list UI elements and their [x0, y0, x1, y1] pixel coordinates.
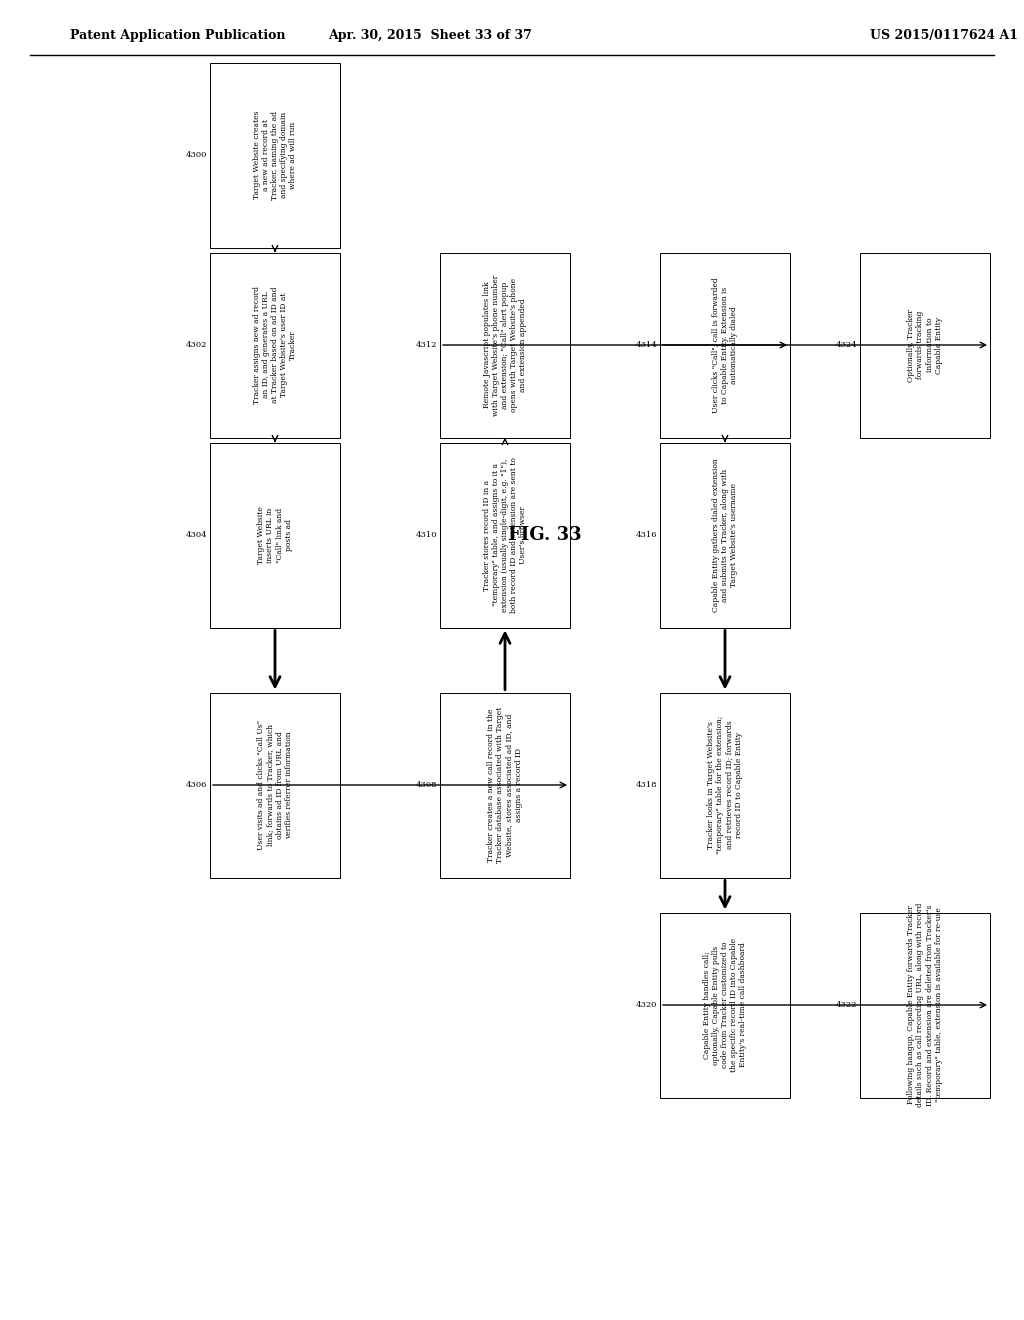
- Text: Remote Javascript populates link
with Target Website's phone number
and extensio: Remote Javascript populates link with Ta…: [482, 275, 527, 416]
- Text: 4302: 4302: [185, 341, 207, 348]
- Bar: [210, 252, 340, 437]
- Text: 4310: 4310: [416, 531, 437, 539]
- Text: Target Website creates
a new ad record at
Tracker, naming the ad
and specifying : Target Website creates a new ad record a…: [253, 111, 297, 199]
- Text: Apr. 30, 2015  Sheet 33 of 37: Apr. 30, 2015 Sheet 33 of 37: [328, 29, 531, 41]
- Text: Tracker looks in Target Website's
"temporary" table for the extension;
and retri: Tracker looks in Target Website's "tempo…: [708, 715, 742, 854]
- Text: FIG. 33: FIG. 33: [508, 525, 582, 544]
- Bar: [440, 442, 570, 627]
- Text: 4324: 4324: [836, 341, 857, 348]
- Text: Capable Entity handles call;
optionally, Capable Entity pulls
code from Tracker : Capable Entity handles call; optionally,…: [702, 939, 748, 1072]
- Text: 4312: 4312: [416, 341, 437, 348]
- Bar: [860, 252, 990, 437]
- Text: 4320: 4320: [636, 1001, 657, 1008]
- Bar: [660, 693, 790, 878]
- Text: Optionally, Tracker
forwards tracking
information to
Capable Entity: Optionally, Tracker forwards tracking in…: [907, 309, 943, 381]
- Bar: [440, 252, 570, 437]
- Text: 4308: 4308: [416, 781, 437, 789]
- Bar: [860, 912, 990, 1097]
- Text: 4318: 4318: [635, 781, 657, 789]
- Text: Target Website
inserts URL in
"Call" link and
posts ad: Target Website inserts URL in "Call" lin…: [257, 506, 293, 564]
- Text: 4316: 4316: [636, 531, 657, 539]
- Text: 4304: 4304: [185, 531, 207, 539]
- Text: Following hangup, Capable Entity forwards Tracker
details such as call recording: Following hangup, Capable Entity forward…: [907, 903, 943, 1107]
- Bar: [660, 442, 790, 627]
- Text: Patent Application Publication: Patent Application Publication: [70, 29, 286, 41]
- Bar: [440, 693, 570, 878]
- Text: 4306: 4306: [185, 781, 207, 789]
- Text: 4300: 4300: [185, 150, 207, 158]
- Text: User visits ad and clicks "Call Us"
link; forwards to Tracker, which
obtains ad : User visits ad and clicks "Call Us" link…: [257, 719, 293, 850]
- Bar: [210, 62, 340, 248]
- Bar: [210, 442, 340, 627]
- Text: Tracker assigns new ad record
an ID, and generates a URL
at Tracker based on ad : Tracker assigns new ad record an ID, and…: [253, 286, 297, 404]
- Text: 4322: 4322: [836, 1001, 857, 1008]
- Text: Tracker creates a new call record in the
Tracker database associated with Target: Tracker creates a new call record in the…: [487, 706, 523, 863]
- Text: User clicks "Call"; call is forwarded
to Capable Entity. Extension is
automatica: User clicks "Call"; call is forwarded to…: [712, 277, 738, 413]
- Text: Tracker stores record ID in a
"temporary" table, and assigns to it a
extension (: Tracker stores record ID in a "temporary…: [482, 457, 527, 612]
- Bar: [660, 912, 790, 1097]
- Bar: [210, 693, 340, 878]
- Text: 4314: 4314: [635, 341, 657, 348]
- Text: US 2015/0117624 A1: US 2015/0117624 A1: [870, 29, 1018, 41]
- Bar: [660, 252, 790, 437]
- Text: Capable Entity gathers dialed extension
and submits to Tracker, along with
Targe: Capable Entity gathers dialed extension …: [712, 458, 738, 612]
